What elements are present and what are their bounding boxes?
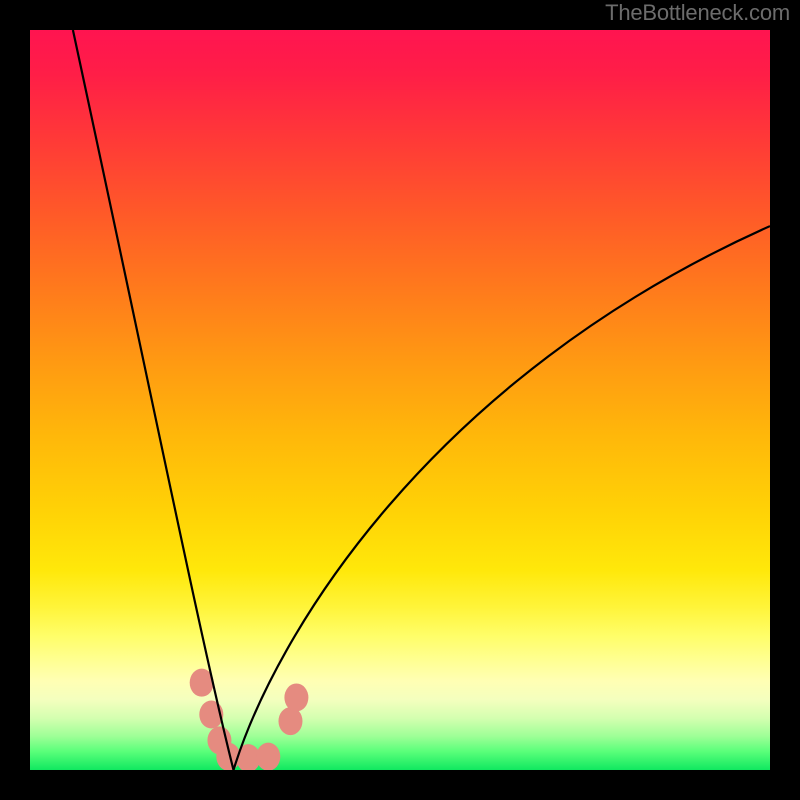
- marker-blob: [284, 683, 308, 711]
- chart-svg: [30, 30, 770, 770]
- outer-frame: TheBottleneck.com: [0, 0, 800, 800]
- marker-blob: [256, 743, 280, 770]
- plot-area: [30, 30, 770, 770]
- watermark-text: TheBottleneck.com: [605, 0, 790, 26]
- marker-blob: [278, 707, 302, 735]
- gradient-background: [30, 30, 770, 770]
